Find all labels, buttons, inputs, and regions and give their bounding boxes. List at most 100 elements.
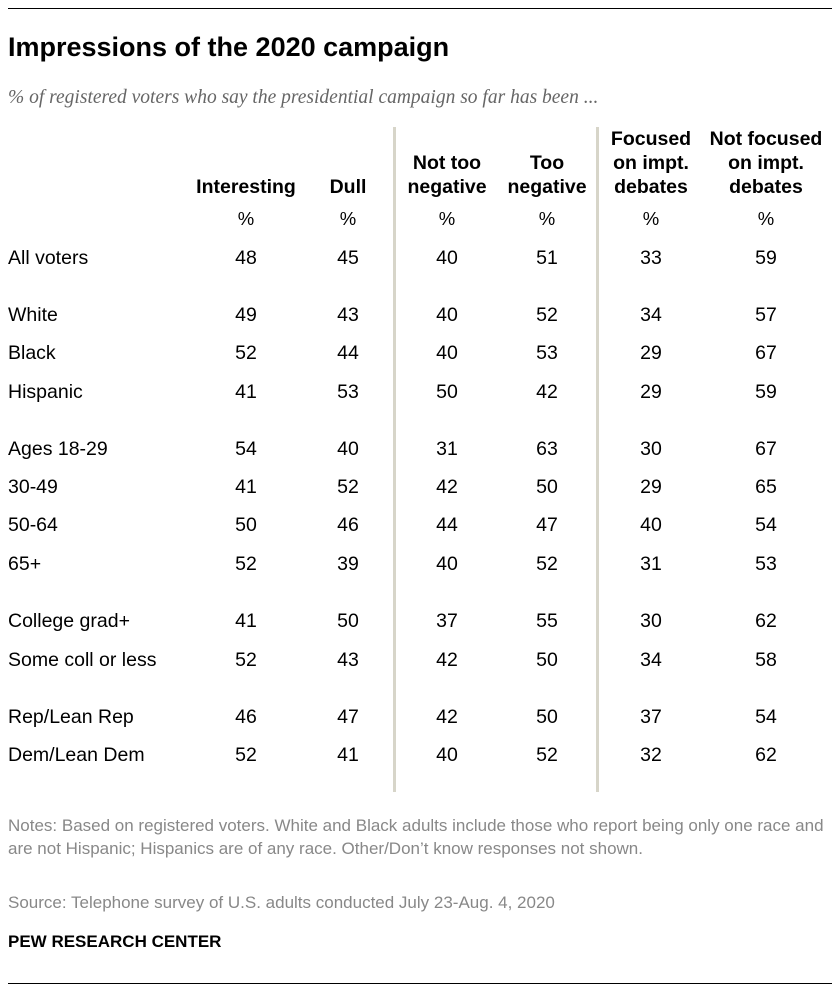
unit-label: % — [538, 208, 556, 229]
table-cell: 65 — [755, 476, 777, 498]
table-row: Ages 18-29 54 40 31 63 30 67 — [0, 434, 838, 464]
chart-notes: Notes: Based on registered voters. White… — [8, 816, 824, 858]
table-cell: 46 — [235, 706, 257, 728]
row-label: Dem/Lean Dem — [8, 744, 145, 766]
table-cell: 59 — [755, 381, 777, 403]
table-cell: 40 — [337, 438, 359, 460]
table-cell: 50 — [536, 476, 558, 498]
table-cell: 41 — [235, 610, 257, 632]
table-cell: 29 — [640, 381, 662, 403]
row-label: Ages 18-29 — [8, 438, 108, 460]
row-label: Some coll or less — [8, 649, 157, 671]
table-cell: 67 — [755, 342, 777, 364]
column-header-focused-on-impt-debates: Focused on impt. debates — [596, 127, 706, 199]
table-cell: 30 — [640, 438, 662, 460]
table-cell: 53 — [337, 381, 359, 403]
top-rule — [8, 8, 832, 9]
table-cell: 52 — [235, 649, 257, 671]
table-cell: 42 — [536, 381, 558, 403]
table-cell: 67 — [755, 438, 777, 460]
table-cell: 39 — [337, 553, 359, 575]
table-cell: 58 — [755, 649, 777, 671]
row-label: All voters — [8, 247, 89, 269]
table-cell: 53 — [536, 342, 558, 364]
table-cell: 41 — [235, 381, 257, 403]
table-cell: 42 — [436, 649, 458, 671]
table-cell: 32 — [640, 744, 662, 766]
table-row: Rep/Lean Rep 46 47 42 50 37 54 — [0, 702, 838, 732]
table-cell: 41 — [337, 744, 359, 766]
table-cell: 52 — [235, 553, 257, 575]
table-cell: 47 — [536, 514, 558, 536]
table-cell: 40 — [436, 342, 458, 364]
row-label: 65+ — [8, 553, 42, 575]
column-divider-left — [393, 127, 396, 792]
row-label: Hispanic — [8, 381, 83, 403]
table-cell: 37 — [640, 706, 662, 728]
table-cell: 52 — [235, 342, 257, 364]
table-cell: 48 — [235, 247, 257, 269]
table-cell: 62 — [755, 610, 777, 632]
table-cell: 43 — [337, 304, 359, 326]
table-cell: 62 — [755, 744, 777, 766]
table-cell: 54 — [755, 706, 777, 728]
table-row: White 49 43 40 52 34 57 — [0, 300, 838, 330]
table-cell: 52 — [536, 553, 558, 575]
table-cell: 50 — [436, 381, 458, 403]
table-row: College grad+ 41 50 37 55 30 62 — [0, 606, 838, 636]
table-row: Some coll or less 52 43 42 50 34 58 — [0, 645, 838, 675]
column-header-line: on impt. — [613, 152, 689, 174]
table-cell: 52 — [337, 476, 359, 498]
table-row: 30-49 41 52 42 50 29 65 — [0, 472, 838, 502]
table-cell: 52 — [536, 304, 558, 326]
table-row: Hispanic 41 53 50 42 29 59 — [0, 377, 838, 407]
table-cell: 53 — [755, 553, 777, 575]
table-cell: 50 — [235, 514, 257, 536]
column-header-line: negative — [507, 176, 587, 198]
table-row: Dem/Lean Dem 52 41 40 52 32 62 — [0, 740, 838, 770]
table-cell: 44 — [337, 342, 359, 364]
table-cell: 31 — [640, 553, 662, 575]
column-header-line: negative — [407, 176, 487, 198]
column-header-too-negative: Too negative — [502, 151, 592, 199]
table-cell: 34 — [640, 304, 662, 326]
table-cell: 37 — [436, 610, 458, 632]
unit-label: % — [339, 208, 357, 229]
column-header-line: Focused — [610, 128, 692, 150]
table-cell: 40 — [436, 247, 458, 269]
table-cell: 50 — [536, 649, 558, 671]
table-cell: 45 — [337, 247, 359, 269]
table-cell: 42 — [436, 706, 458, 728]
table-row: Black 52 44 40 53 29 67 — [0, 338, 838, 368]
column-header-line: Interesting — [196, 176, 296, 198]
table-cell: 44 — [436, 514, 458, 536]
table-cell: 29 — [640, 342, 662, 364]
unit-label: % — [237, 208, 255, 229]
unit-label: % — [757, 208, 775, 229]
table-cell: 54 — [235, 438, 257, 460]
table-cell: 50 — [337, 610, 359, 632]
table-cell: 50 — [536, 706, 558, 728]
table-cell: 40 — [436, 744, 458, 766]
row-label: College grad+ — [8, 610, 130, 632]
column-header-line: debates — [614, 176, 688, 198]
table-cell: 30 — [640, 610, 662, 632]
table-cell: 57 — [755, 304, 777, 326]
column-header-line: Dull — [329, 176, 367, 198]
row-label: 30-49 — [8, 476, 58, 498]
chart-title: Impressions of the 2020 campaign — [8, 32, 450, 62]
unit-label: % — [438, 208, 456, 229]
table-cell: 33 — [640, 247, 662, 269]
table-cell: 52 — [536, 744, 558, 766]
table-cell: 31 — [436, 438, 458, 460]
column-header-not-too-negative: Not too negative — [397, 151, 497, 199]
table-cell: 40 — [640, 514, 662, 536]
column-header-line: Not too — [412, 152, 482, 174]
table-cell: 59 — [755, 247, 777, 269]
table-cell: 40 — [436, 553, 458, 575]
table-row: 65+ 52 39 40 52 31 53 — [0, 549, 838, 579]
row-label: White — [8, 304, 58, 326]
table-cell: 55 — [536, 610, 558, 632]
table-cell: 47 — [337, 706, 359, 728]
table-cell: 40 — [436, 304, 458, 326]
